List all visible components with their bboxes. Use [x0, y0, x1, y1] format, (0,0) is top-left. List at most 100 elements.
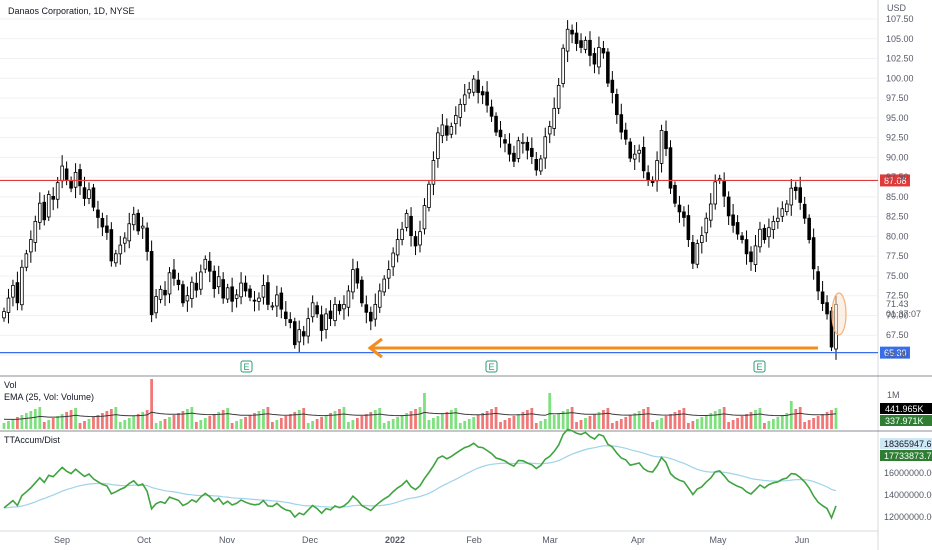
volume-bar	[38, 407, 42, 429]
volume-bar	[302, 408, 306, 429]
candle-body	[51, 196, 55, 200]
volume-bar	[92, 417, 95, 429]
candle-body	[561, 47, 565, 84]
volume-bar	[217, 412, 221, 429]
candle-body	[355, 268, 360, 284]
volume-bar	[329, 413, 332, 429]
volume-bar	[557, 413, 561, 429]
candle-body	[400, 228, 404, 240]
chart-title: Danaos Corporation, 1D, NYSE	[8, 6, 135, 16]
candle-body	[507, 143, 512, 155]
volume-bar	[279, 418, 283, 429]
price-axis-tick: 95.00	[886, 113, 909, 123]
candle-body	[270, 305, 275, 308]
price-axis-tick: 97.50	[886, 93, 909, 103]
volume-bar	[691, 421, 695, 429]
price-axis-tick: 82.50	[886, 212, 909, 222]
volume-bar	[588, 416, 592, 429]
volume-ema-line	[3, 411, 837, 420]
candle-body	[758, 228, 762, 248]
volume-bar	[83, 421, 86, 429]
volume-bar	[830, 410, 833, 429]
candle-body	[221, 279, 225, 299]
volume-bar	[525, 410, 529, 429]
volume-bar	[736, 418, 739, 429]
candle-body	[190, 281, 194, 299]
earnings-marker-1[interactable]: E	[240, 360, 253, 373]
volume-bar	[190, 407, 194, 429]
candle-body	[776, 217, 780, 222]
candle-body	[480, 91, 485, 96]
candle-body	[2, 311, 6, 319]
volume-bar	[262, 409, 265, 429]
candle-body	[623, 129, 628, 140]
candle-body	[328, 310, 333, 320]
volume-bar	[490, 409, 493, 429]
candle-body	[802, 203, 807, 219]
volume-bar	[789, 401, 793, 429]
highlight-ellipse	[831, 292, 847, 336]
volume-bar	[235, 421, 238, 429]
candle-body	[811, 237, 816, 270]
volume-bar	[378, 408, 382, 429]
candle-body	[140, 225, 145, 229]
volume-bar	[508, 418, 511, 429]
volume-bar	[141, 412, 145, 429]
candle-body	[422, 205, 427, 230]
earnings-marker-3[interactable]: E	[753, 360, 766, 373]
candle-body	[601, 48, 606, 54]
volume-bar	[230, 423, 234, 429]
candle-body	[516, 140, 521, 159]
candle-body	[606, 51, 610, 84]
candle-body	[735, 222, 740, 235]
volume-bar	[7, 421, 10, 429]
volume-bar	[51, 418, 55, 429]
volume-bar	[767, 421, 771, 429]
candle-body	[619, 114, 624, 133]
volume-bar	[763, 423, 766, 429]
candle-body	[574, 32, 579, 44]
candle-body	[597, 47, 601, 68]
earnings-marker-2[interactable]: E	[485, 360, 498, 373]
candle-body	[176, 279, 181, 286]
volume-bar	[521, 412, 525, 429]
price-axis-tick: 75.00	[886, 271, 909, 281]
candle-body	[315, 305, 319, 315]
resistance-badge-box	[880, 174, 910, 187]
candle-body	[33, 220, 38, 243]
candle-body	[440, 124, 445, 137]
volume-bar	[33, 409, 37, 429]
price-axis-tick: 92.50	[886, 133, 909, 143]
volume-bar	[646, 407, 650, 429]
candle-body	[11, 285, 15, 298]
price-axis-tick: 105.00	[886, 34, 914, 44]
volume-pane-title: Vol	[4, 380, 17, 390]
volume-bar	[257, 411, 261, 429]
candle-body	[445, 125, 449, 136]
candle-body	[521, 141, 525, 144]
volume-bar	[315, 419, 319, 429]
volume-bar	[60, 414, 64, 429]
candle-body	[42, 201, 47, 221]
accum-badge-2-text: 17733873.77	[884, 451, 932, 461]
candle-body	[700, 235, 704, 243]
candle-body	[543, 136, 548, 159]
volume-bar	[481, 413, 485, 429]
volume-bar	[418, 407, 422, 429]
currency-label: USD	[887, 3, 907, 13]
candle-body	[6, 297, 11, 313]
candle-body	[785, 203, 789, 212]
candle-body	[15, 282, 20, 304]
candle-body	[346, 290, 351, 308]
price-axis-tick: 80.00	[886, 231, 909, 241]
volume-bar	[181, 411, 185, 429]
price-axis-tick: 72.50	[886, 291, 909, 301]
candle-body	[820, 291, 825, 305]
volume-bar	[749, 412, 753, 429]
volume-bar	[360, 416, 364, 429]
volume-bar	[722, 407, 726, 429]
candle-body	[261, 285, 266, 298]
volume-bar	[427, 420, 431, 429]
earnings-badge-letter: E	[488, 362, 494, 372]
candle-body	[127, 223, 132, 242]
